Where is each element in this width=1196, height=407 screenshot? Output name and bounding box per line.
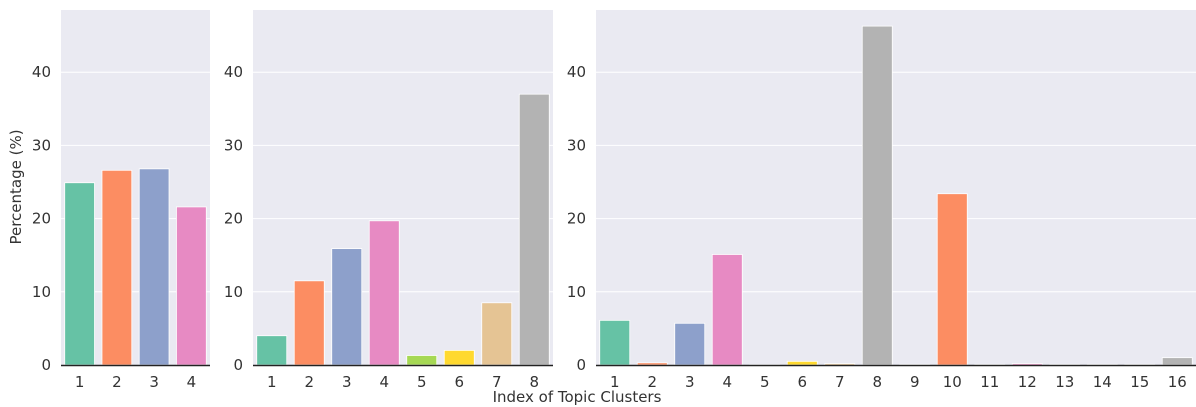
bar-1 (64, 182, 95, 366)
chart-panel-1: 0 10 20 30 40 1 2 3 4 (32, 10, 210, 391)
bar-2 (293, 280, 325, 366)
x-tick-label: 13 (1055, 373, 1074, 391)
x-tick-label: 5 (760, 373, 770, 391)
bar-10 (936, 193, 968, 366)
y-tick-label: 0 (41, 356, 51, 374)
y-tick-label: 20 (224, 210, 243, 228)
bar-5 (406, 355, 438, 366)
x-tick-label: 8 (529, 373, 539, 391)
bar-16 (1161, 357, 1193, 366)
bar-3 (331, 248, 363, 366)
x-tick-label: 1 (75, 373, 85, 391)
bar-8 (861, 25, 893, 366)
y-tick-label: 0 (233, 356, 243, 374)
bar-1 (599, 319, 631, 366)
x-tick-label: 1 (610, 373, 620, 391)
bar-6 (786, 360, 818, 366)
x-tick-label: 15 (1130, 373, 1149, 391)
x-tick-label: 3 (149, 373, 159, 391)
bar-4 (368, 220, 400, 366)
x-tick-label: 4 (722, 373, 732, 391)
x-tick-label: 8 (872, 373, 882, 391)
x-tick-label: 4 (187, 373, 197, 391)
x-tick-label: 10 (943, 373, 962, 391)
y-tick-label: 30 (567, 136, 586, 154)
x-tick-label: 2 (112, 373, 122, 391)
y-tick-label: 20 (32, 210, 51, 228)
bar-2 (636, 362, 668, 366)
y-tick-label: 10 (224, 283, 243, 301)
x-tick-label: 1 (267, 373, 277, 391)
bar-7 (481, 302, 513, 366)
y-axis-title: Percentage (%) (7, 129, 25, 244)
x-tick-label: 7 (492, 373, 502, 391)
x-tick-label: 6 (454, 373, 464, 391)
bar-4 (711, 254, 743, 366)
x-tick-label: 9 (910, 373, 920, 391)
bar-3 (138, 168, 170, 366)
bar-2 (101, 169, 133, 366)
bar-4 (176, 206, 207, 366)
y-tick-label: 40 (32, 63, 51, 81)
x-tick-label: 6 (797, 373, 807, 391)
x-axis-title: Index of Topic Clusters (493, 388, 662, 406)
x-tick-label: 12 (1018, 373, 1037, 391)
x-tick-label: 2 (304, 373, 314, 391)
y-tick-label: 20 (567, 210, 586, 228)
x-tick-label: 14 (1093, 373, 1112, 391)
bar-1 (256, 335, 288, 366)
x-tick-label: 2 (647, 373, 657, 391)
y-tick-label: 10 (32, 283, 51, 301)
y-tick-label: 40 (567, 63, 586, 81)
chart-panel-2: 0 10 20 30 40 1 2 3 4 5 6 7 8 (224, 10, 553, 391)
x-tick-label: 3 (685, 373, 695, 391)
x-tick-label: 5 (417, 373, 427, 391)
y-tick-label: 0 (576, 356, 586, 374)
bar-3 (674, 322, 706, 366)
y-tick-label: 40 (224, 63, 243, 81)
x-tick-label: 3 (342, 373, 352, 391)
plot-background (596, 10, 1196, 365)
y-tick-label: 30 (224, 136, 243, 154)
x-tick-label: 7 (835, 373, 845, 391)
x-tick-label: 16 (1168, 373, 1187, 391)
bar-6 (443, 349, 475, 366)
x-tick-label: 11 (980, 373, 999, 391)
y-tick-label: 30 (32, 136, 51, 154)
x-tick-label: 4 (379, 373, 389, 391)
y-tick-label: 10 (567, 283, 586, 301)
bar-8 (518, 93, 550, 366)
